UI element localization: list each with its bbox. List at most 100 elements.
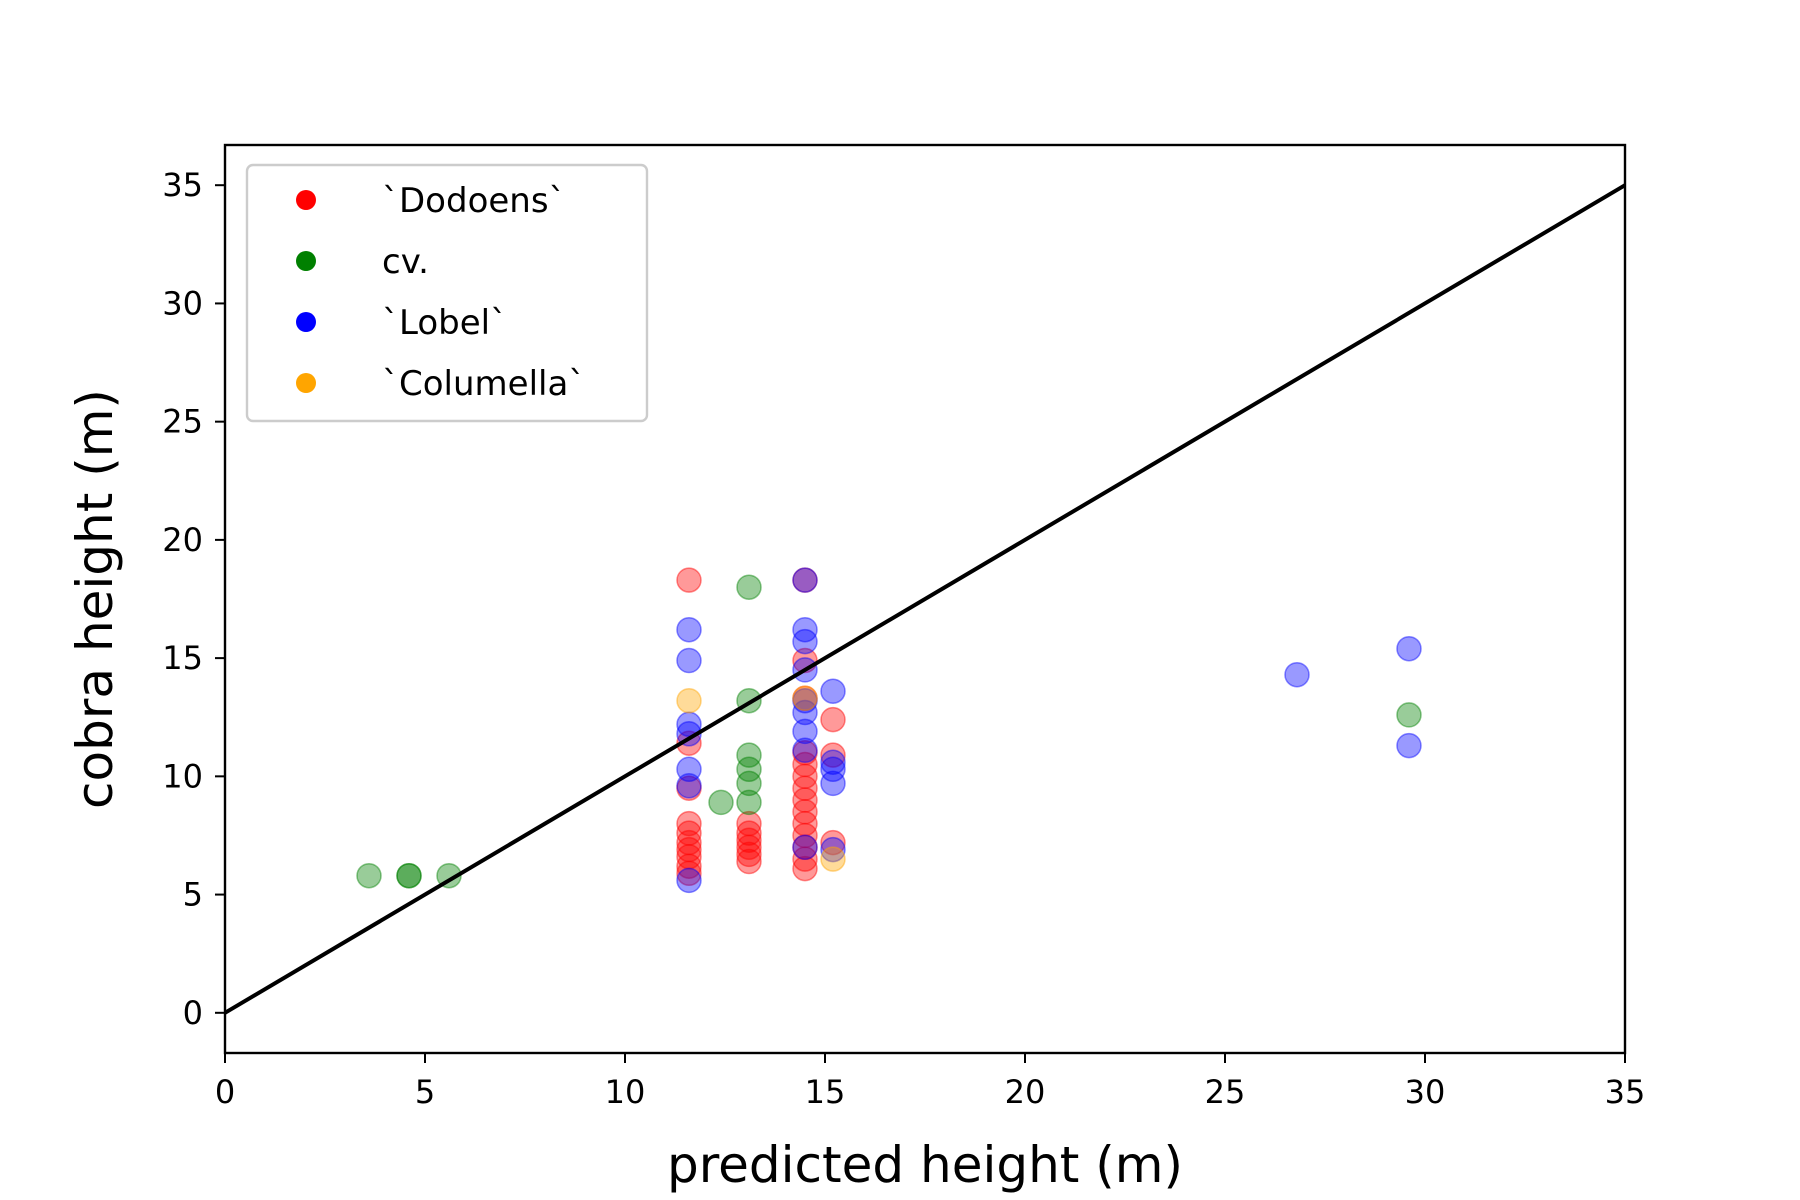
data-point bbox=[792, 799, 818, 825]
data-point bbox=[792, 763, 818, 790]
data-point bbox=[820, 742, 846, 768]
data-point bbox=[676, 829, 702, 856]
data-point bbox=[820, 770, 846, 797]
data-point bbox=[792, 810, 818, 837]
data-point bbox=[676, 820, 702, 846]
reference-line-layer bbox=[223, 183, 1627, 1015]
data-point bbox=[792, 616, 818, 643]
data-point bbox=[676, 775, 702, 801]
data-point bbox=[792, 855, 818, 882]
legend-label: `Columella` bbox=[382, 364, 585, 404]
data-point bbox=[792, 822, 818, 849]
y-tick-label: 0 bbox=[183, 994, 203, 1032]
x-tick-label: 10 bbox=[605, 1073, 646, 1111]
legend-label: `Dodoens` bbox=[382, 181, 566, 221]
data-point bbox=[792, 699, 818, 726]
data-point bbox=[736, 789, 762, 816]
data-point bbox=[792, 567, 818, 593]
data-point bbox=[708, 789, 734, 816]
data-point bbox=[792, 846, 818, 872]
y-axis-ticks: 0 5 10 15 20 25 30 35 bbox=[162, 166, 225, 1032]
data-point bbox=[792, 737, 818, 764]
data-point bbox=[736, 756, 762, 783]
x-axis-label: predicted height (m) bbox=[667, 1136, 1183, 1194]
x-tick-label: 25 bbox=[1205, 1073, 1246, 1111]
data-point bbox=[676, 567, 702, 593]
legend-marker bbox=[296, 373, 316, 393]
data-point bbox=[792, 628, 818, 655]
data-point bbox=[792, 685, 818, 712]
y-tick-label: 35 bbox=[162, 166, 203, 204]
data-point bbox=[736, 810, 762, 837]
y-tick-label: 5 bbox=[183, 876, 203, 914]
data-point bbox=[676, 843, 702, 870]
reference-line bbox=[223, 183, 1627, 1015]
data-point bbox=[396, 862, 422, 889]
data-point bbox=[676, 867, 702, 894]
data-point bbox=[676, 836, 702, 863]
y-tick-label: 15 bbox=[162, 639, 203, 677]
x-tick-label: 20 bbox=[1005, 1073, 1046, 1111]
x-tick-label: 5 bbox=[415, 1073, 435, 1111]
x-tick-label: 35 bbox=[1605, 1073, 1646, 1111]
data-point bbox=[736, 848, 762, 875]
data-point bbox=[676, 773, 702, 799]
legend-label: `Lobel` bbox=[382, 303, 507, 343]
data-point bbox=[820, 678, 846, 704]
data-point bbox=[792, 787, 818, 813]
data-point bbox=[396, 862, 422, 889]
data-point bbox=[1396, 702, 1422, 728]
legend-items: `Dodoens` cv. `Lobel` `Columella` bbox=[296, 181, 585, 404]
data-point bbox=[1396, 732, 1422, 759]
legend-marker bbox=[296, 190, 316, 210]
y-tick-label: 20 bbox=[162, 521, 203, 559]
data-point bbox=[676, 860, 702, 887]
legend-marker bbox=[296, 251, 316, 271]
points-layer bbox=[356, 567, 1422, 894]
data-point bbox=[676, 687, 702, 714]
legend-box bbox=[245, 163, 649, 423]
data-point bbox=[736, 770, 762, 797]
data-point bbox=[676, 647, 702, 674]
data-point bbox=[736, 827, 762, 853]
data-point bbox=[820, 846, 846, 872]
y-tick-label: 30 bbox=[162, 284, 203, 322]
data-point bbox=[792, 685, 818, 712]
data-point bbox=[792, 567, 818, 593]
data-point bbox=[1396, 635, 1422, 662]
data-point bbox=[820, 706, 846, 733]
data-point bbox=[820, 756, 846, 783]
y-axis-label: cobra height (m) bbox=[66, 389, 124, 809]
plot-frame bbox=[223, 143, 1627, 1055]
legend: `Dodoens` cv. `Lobel` `Columella` bbox=[245, 163, 649, 423]
data-point bbox=[676, 810, 702, 837]
data-point bbox=[792, 834, 818, 861]
y-tick-label: 25 bbox=[162, 403, 203, 441]
data-point bbox=[792, 718, 818, 745]
data-point bbox=[736, 742, 762, 768]
data-point bbox=[792, 687, 818, 714]
data-point bbox=[736, 834, 762, 861]
legend-marker bbox=[296, 312, 316, 332]
data-point bbox=[820, 836, 846, 863]
legend-label: cv. bbox=[382, 242, 429, 282]
data-point bbox=[736, 574, 762, 600]
data-point bbox=[736, 820, 762, 846]
data-point bbox=[792, 775, 818, 801]
data-point bbox=[792, 739, 818, 766]
data-point bbox=[676, 853, 702, 879]
data-point bbox=[792, 751, 818, 778]
data-point bbox=[820, 829, 846, 856]
x-tick-label: 0 bbox=[215, 1073, 235, 1111]
x-tick-label: 30 bbox=[1405, 1073, 1446, 1111]
data-point bbox=[736, 841, 762, 868]
data-point bbox=[820, 749, 846, 775]
x-axis-ticks: 0 5 10 15 20 25 30 35 bbox=[215, 1053, 1646, 1111]
data-point bbox=[792, 834, 818, 861]
y-tick-label: 10 bbox=[162, 757, 203, 795]
data-point bbox=[1284, 661, 1310, 688]
data-point bbox=[676, 756, 702, 783]
data-point bbox=[676, 616, 702, 643]
data-point bbox=[356, 862, 382, 889]
